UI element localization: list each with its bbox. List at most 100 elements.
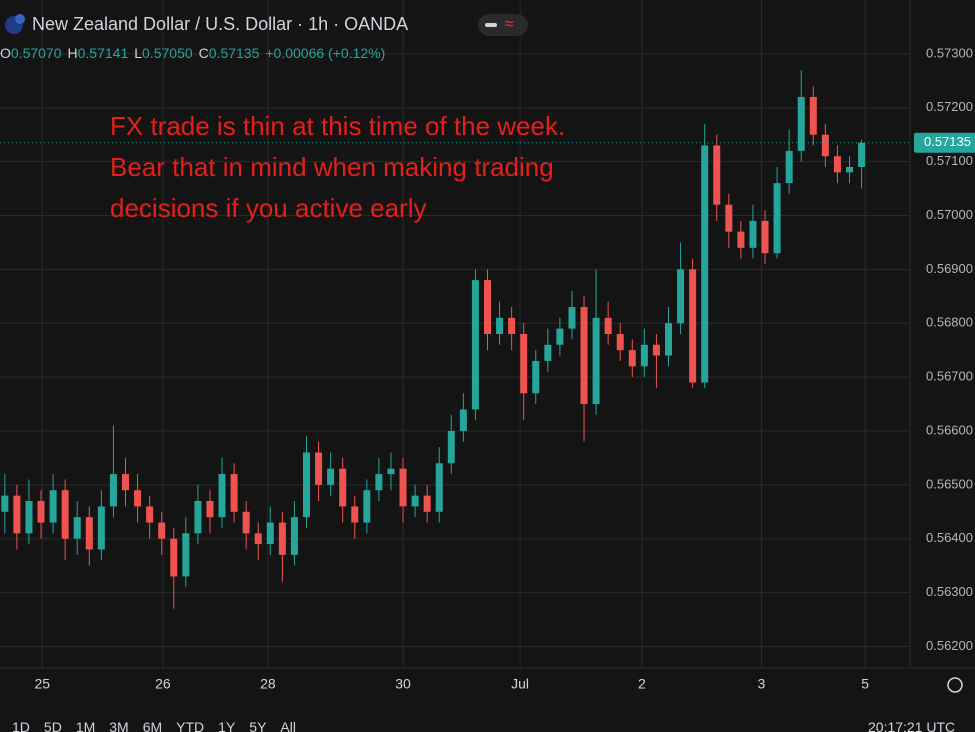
range-button[interactable]: 1D — [12, 719, 30, 732]
candle-body — [640, 344, 648, 367]
candles — [1, 70, 866, 609]
candle-body — [689, 269, 697, 383]
range-button[interactable]: 1M — [75, 719, 96, 732]
flag-icon-2 — [15, 14, 25, 24]
y-tick-label: 0.56200 — [926, 638, 973, 653]
candle-body — [616, 334, 624, 351]
y-tick-label: 0.56400 — [926, 530, 973, 545]
candle-body — [833, 156, 841, 173]
candle-body — [496, 317, 504, 334]
annotation: Bear that in mind when making trading — [110, 152, 554, 182]
candle-body — [471, 280, 479, 410]
y-tick-label: 0.57100 — [926, 153, 973, 168]
settings-icon[interactable] — [947, 677, 963, 693]
ohlc-key: O — [0, 45, 11, 61]
candle-body — [701, 145, 709, 383]
candle-body — [544, 344, 552, 361]
candle-body — [61, 490, 69, 539]
candle-body — [1, 495, 9, 512]
ohlc-change: +0.00066 (+0.12%) — [265, 45, 386, 61]
candle-body — [254, 533, 262, 545]
range-button[interactable]: 3M — [109, 719, 129, 732]
x-tick-label: 3 — [758, 676, 766, 692]
candle-body — [266, 522, 274, 545]
candle-body — [459, 409, 467, 431]
candle-body — [580, 307, 588, 405]
candle-body — [194, 501, 202, 534]
candle-body — [351, 506, 359, 523]
y-tick-label: 0.56800 — [926, 315, 973, 330]
y-tick-label: 0.57000 — [926, 207, 973, 222]
candle-body — [677, 269, 685, 324]
candle-body — [387, 468, 395, 475]
candle-body — [315, 452, 323, 485]
last-price-tag — [914, 132, 975, 153]
range-button[interactable]: YTD — [176, 719, 205, 732]
y-tick-label: 0.57200 — [926, 99, 973, 114]
candle-body — [121, 474, 129, 491]
candle-body — [37, 501, 45, 523]
y-tick-label: 0.57300 — [926, 45, 973, 60]
range-button[interactable]: 5Y — [249, 719, 267, 732]
candle-body — [447, 430, 455, 464]
candle-body — [218, 474, 226, 518]
candle-body — [375, 474, 383, 491]
candle-body — [158, 522, 166, 539]
candle-body — [797, 96, 805, 151]
wave-icon[interactable]: ≈ — [505, 16, 514, 33]
candle-body — [628, 350, 636, 367]
candle-body — [761, 220, 769, 254]
candle-body — [146, 506, 154, 523]
ohlc-key: L — [134, 45, 143, 61]
candle-body — [134, 490, 142, 507]
candle-body — [423, 495, 431, 512]
candle-body — [568, 307, 576, 329]
candle-body — [532, 360, 540, 394]
candle-body — [809, 96, 817, 135]
candle-body — [302, 452, 310, 518]
candle-body — [170, 538, 178, 577]
candle-body — [73, 517, 81, 539]
candle-body — [520, 334, 528, 394]
candle-body — [749, 220, 757, 248]
x-tick-label: 2 — [638, 676, 646, 692]
range-button[interactable]: 5D — [43, 719, 62, 732]
candle-body — [242, 511, 250, 534]
candle-body — [508, 317, 516, 334]
ohlc-value: 0.57070 — [10, 45, 62, 61]
ohlc-value: 0.57135 — [208, 45, 260, 61]
range-button[interactable]: 1Y — [218, 719, 236, 732]
candle-body — [399, 468, 407, 507]
range-toolbar: 1D 5D 1M 3M 6M YTD 1Y 5Y All — [12, 719, 310, 732]
range-button[interactable]: All — [280, 719, 296, 732]
candle-body — [604, 317, 612, 334]
collapse-icon[interactable] — [485, 23, 497, 27]
ohlc-value: 0.57141 — [77, 45, 129, 61]
x-tick-label: 25 — [34, 676, 50, 692]
candle-body — [592, 317, 600, 405]
candle-body — [556, 328, 564, 345]
candle-body — [858, 142, 866, 167]
range-button[interactable]: 6M — [142, 719, 163, 732]
toggle-pill[interactable] — [478, 14, 528, 36]
candle-body — [652, 344, 660, 356]
candle-body — [85, 517, 93, 550]
y-tick-label: 0.56500 — [926, 476, 973, 491]
candle-body — [845, 167, 853, 173]
candle-body — [725, 204, 733, 232]
candle-body — [206, 501, 214, 518]
x-tick-label: 26 — [155, 676, 171, 692]
annotation: decisions if you active early — [110, 193, 426, 223]
candle-body — [109, 474, 117, 507]
chart-title: New Zealand Dollar / U.S. Dollar · 1h · … — [32, 14, 408, 34]
x-tick-label: Jul — [511, 676, 529, 692]
last-price-label: 0.57135 — [924, 134, 971, 149]
y-tick-label: 0.56300 — [926, 584, 973, 599]
candle-body — [435, 463, 443, 512]
y-tick-label: 0.56900 — [926, 261, 973, 276]
x-tick-label: 30 — [395, 676, 411, 692]
annotation: FX trade is thin at this time of the wee… — [110, 111, 565, 141]
x-tick-label: 28 — [260, 676, 276, 692]
